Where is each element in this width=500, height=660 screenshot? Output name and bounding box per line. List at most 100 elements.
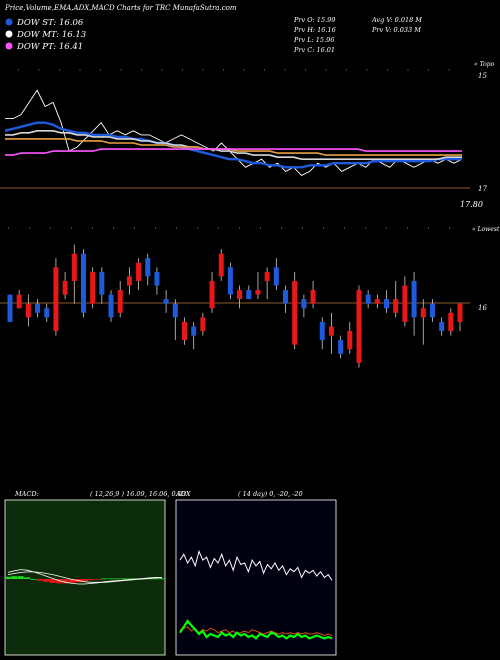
candle-body <box>80 253 86 313</box>
candle-body <box>429 303 435 318</box>
macd-values: ( 12,26,9 ) 16.09, 16.06, 0.03 <box>90 490 186 498</box>
candle-body <box>246 290 252 300</box>
macd-histogram-bar <box>17 576 24 579</box>
chart-title: Price,Volume,EMA,ADX,MACD Charts for TRC… <box>4 4 237 12</box>
macd-histogram-bar <box>158 578 165 580</box>
candle-body <box>7 294 13 322</box>
macd-histogram-bar <box>88 579 95 581</box>
adx-line-di-plus <box>179 626 333 637</box>
candle-body <box>227 267 233 295</box>
macd-histogram-bar <box>11 576 18 579</box>
candle-body <box>356 290 362 363</box>
candle-body <box>448 312 454 332</box>
adx-frame <box>175 499 337 656</box>
candle-body <box>283 290 289 304</box>
prev-volume: Prv V: 0.033 M <box>371 26 421 34</box>
candle-body <box>200 317 206 332</box>
candle-body <box>71 253 77 281</box>
candle-body <box>365 294 371 304</box>
candles <box>7 244 463 368</box>
adx-line-di-minus <box>179 619 333 640</box>
avg-volume: Avg V: 0.018 M <box>371 16 422 24</box>
macd-histogram-bar <box>62 579 69 584</box>
macd-histogram-bar <box>56 579 63 584</box>
candle-body <box>420 308 426 318</box>
macd-histogram-bar <box>113 578 120 580</box>
series-line-ema-orange <box>5 138 462 156</box>
candle-panel: « Lowest 16 <box>0 226 500 368</box>
legend: DOW ST: 16.06 DOW MT: 16.13 DOW PT: 16.4… <box>5 18 86 52</box>
candle-body <box>393 299 399 313</box>
candle-body <box>310 290 316 304</box>
candle-body <box>25 303 31 318</box>
macd-panel: MACD: ( 12,26,9 ) 16.09, 16.06, 0.03 <box>4 490 186 656</box>
candle-right-tick: 16 <box>478 304 487 312</box>
candle-body <box>338 340 344 354</box>
candle-body <box>53 267 59 332</box>
candle-body <box>411 280 417 318</box>
prev-low: Prv L: 15.96 <box>293 36 334 44</box>
legend-dow-pt: DOW PT: 16.41 <box>16 42 83 52</box>
candle-body <box>319 321 325 341</box>
price-top-tick: 15 <box>478 72 487 80</box>
macd-histogram-bar <box>30 579 37 580</box>
candle-corner-label: « Lowest <box>472 226 500 233</box>
candle-body <box>347 331 353 350</box>
candle-body <box>402 285 408 322</box>
macd-histogram-bar <box>68 579 76 583</box>
price-panel: « Topo 15 17 17.80 <box>0 61 495 209</box>
candle-body <box>292 280 298 345</box>
candle-body <box>90 271 96 304</box>
macd-line-signal <box>7 571 162 583</box>
adx-line-adx <box>179 549 333 581</box>
legend-marker-st <box>5 18 13 26</box>
legend-marker-pt <box>5 42 13 50</box>
macd-histogram-bar <box>94 579 101 580</box>
macd-histogram-bar <box>4 576 11 579</box>
legend-marker-mt <box>5 30 13 38</box>
candle-body <box>99 271 105 295</box>
macd-histogram-bar <box>101 578 108 580</box>
macd-histogram-bar <box>43 579 50 582</box>
ohlc-info: Prv O: 15.99 Prv H: 16.16 Prv L: 15.96 P… <box>293 16 422 54</box>
macd-histogram-bar <box>49 579 56 583</box>
candle-body <box>35 303 41 313</box>
candle-body <box>255 290 261 295</box>
candle-body <box>44 308 50 318</box>
macd-histogram-bar <box>36 579 43 581</box>
candle-body <box>108 294 114 318</box>
candle-body <box>218 253 224 277</box>
series-line-dow-pt <box>5 148 462 156</box>
macd-histogram-bar <box>107 578 114 580</box>
candle-body <box>301 299 307 309</box>
macd-label: MACD: <box>14 490 39 498</box>
candle-body <box>273 267 279 286</box>
adx-values: ( 14 day) 0, -20, -20 <box>238 490 303 498</box>
candle-body <box>374 299 380 304</box>
candle-body <box>439 321 445 332</box>
price-lines <box>4 89 463 176</box>
adx-panel: ADX ( 14 day) 0, -20, -20 <box>175 490 337 656</box>
adx-label: ADX <box>175 490 191 498</box>
candle-body <box>117 290 123 313</box>
prev-open: Prv O: 15.99 <box>293 16 335 24</box>
prev-high: Prv H: 16.16 <box>293 26 336 34</box>
candle-body <box>328 326 334 336</box>
candle-body <box>181 321 187 341</box>
macd-histogram-bar <box>152 578 159 580</box>
prev-close: Prv C: 16.01 <box>293 46 335 54</box>
series-line-price <box>5 89 463 176</box>
macd-histogram-bar <box>126 578 133 580</box>
candle-body <box>126 276 132 286</box>
macd-histogram-bar <box>81 579 88 582</box>
series-line-dow-st <box>4 121 462 169</box>
macd-histogram-bar <box>120 578 127 580</box>
candle-body <box>457 303 463 322</box>
candle-body <box>16 294 22 309</box>
candle-body <box>191 326 197 336</box>
candle-body <box>384 299 390 309</box>
candle-body <box>145 258 151 277</box>
candle-body <box>62 280 68 295</box>
legend-dow-st: DOW ST: 16.06 <box>16 18 84 28</box>
adx-plot <box>179 549 333 640</box>
